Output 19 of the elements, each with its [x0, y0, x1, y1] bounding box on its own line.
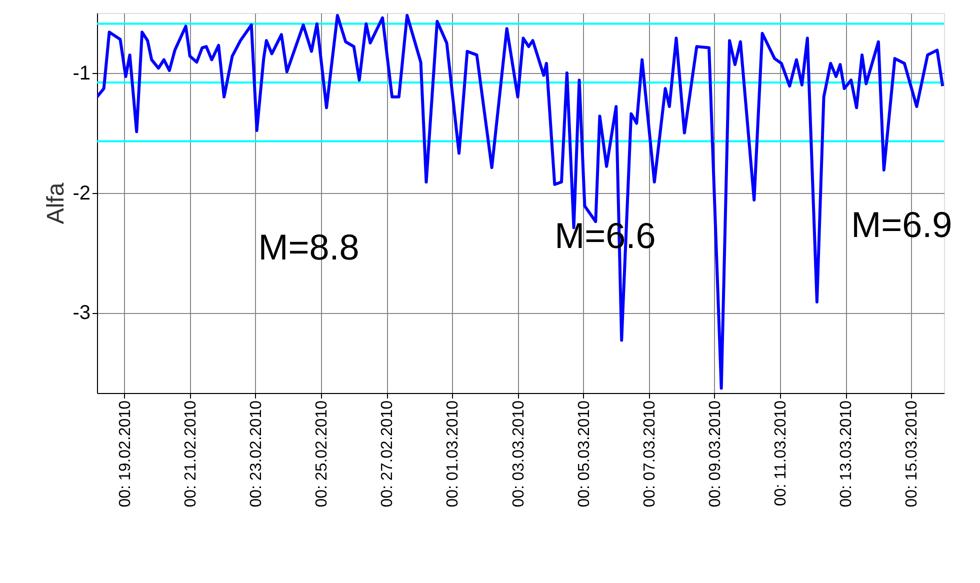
x-tick-label: 00: 11.03.2010 — [772, 400, 790, 506]
x-tick-label: 00: 23.02.2010 — [248, 400, 265, 508]
annotation: M=6.9 — [851, 204, 952, 245]
x-tick-label: 00: 25.02.2010 — [314, 400, 331, 508]
y-tick-label: -3 — [72, 302, 90, 324]
y-tick-label: -2 — [72, 182, 90, 204]
x-tick-label: 00: 05.03.2010 — [576, 400, 593, 508]
annotation: M=8.8 — [258, 226, 360, 268]
x-tick-label: 00: 19.02.2010 — [116, 400, 134, 508]
x-tick-label: 00: 07.03.2010 — [641, 400, 658, 508]
y-tick-label: -1 — [72, 62, 90, 84]
x-tick-label: 00: 13.03.2010 — [838, 400, 856, 508]
x-tick-label: 00: 09.03.2010 — [706, 400, 724, 508]
x-tick-label: 00: 27.02.2010 — [379, 400, 396, 508]
x-tick-label: 00: 01.03.2010 — [444, 400, 462, 508]
y-axis-title: Alfa — [42, 182, 70, 224]
x-tick-label: 00: 21.02.2010 — [182, 400, 200, 508]
x-tick-label: 00: 03.03.2010 — [510, 400, 528, 508]
x-tick-label: 00: 15.03.2010 — [904, 400, 921, 508]
